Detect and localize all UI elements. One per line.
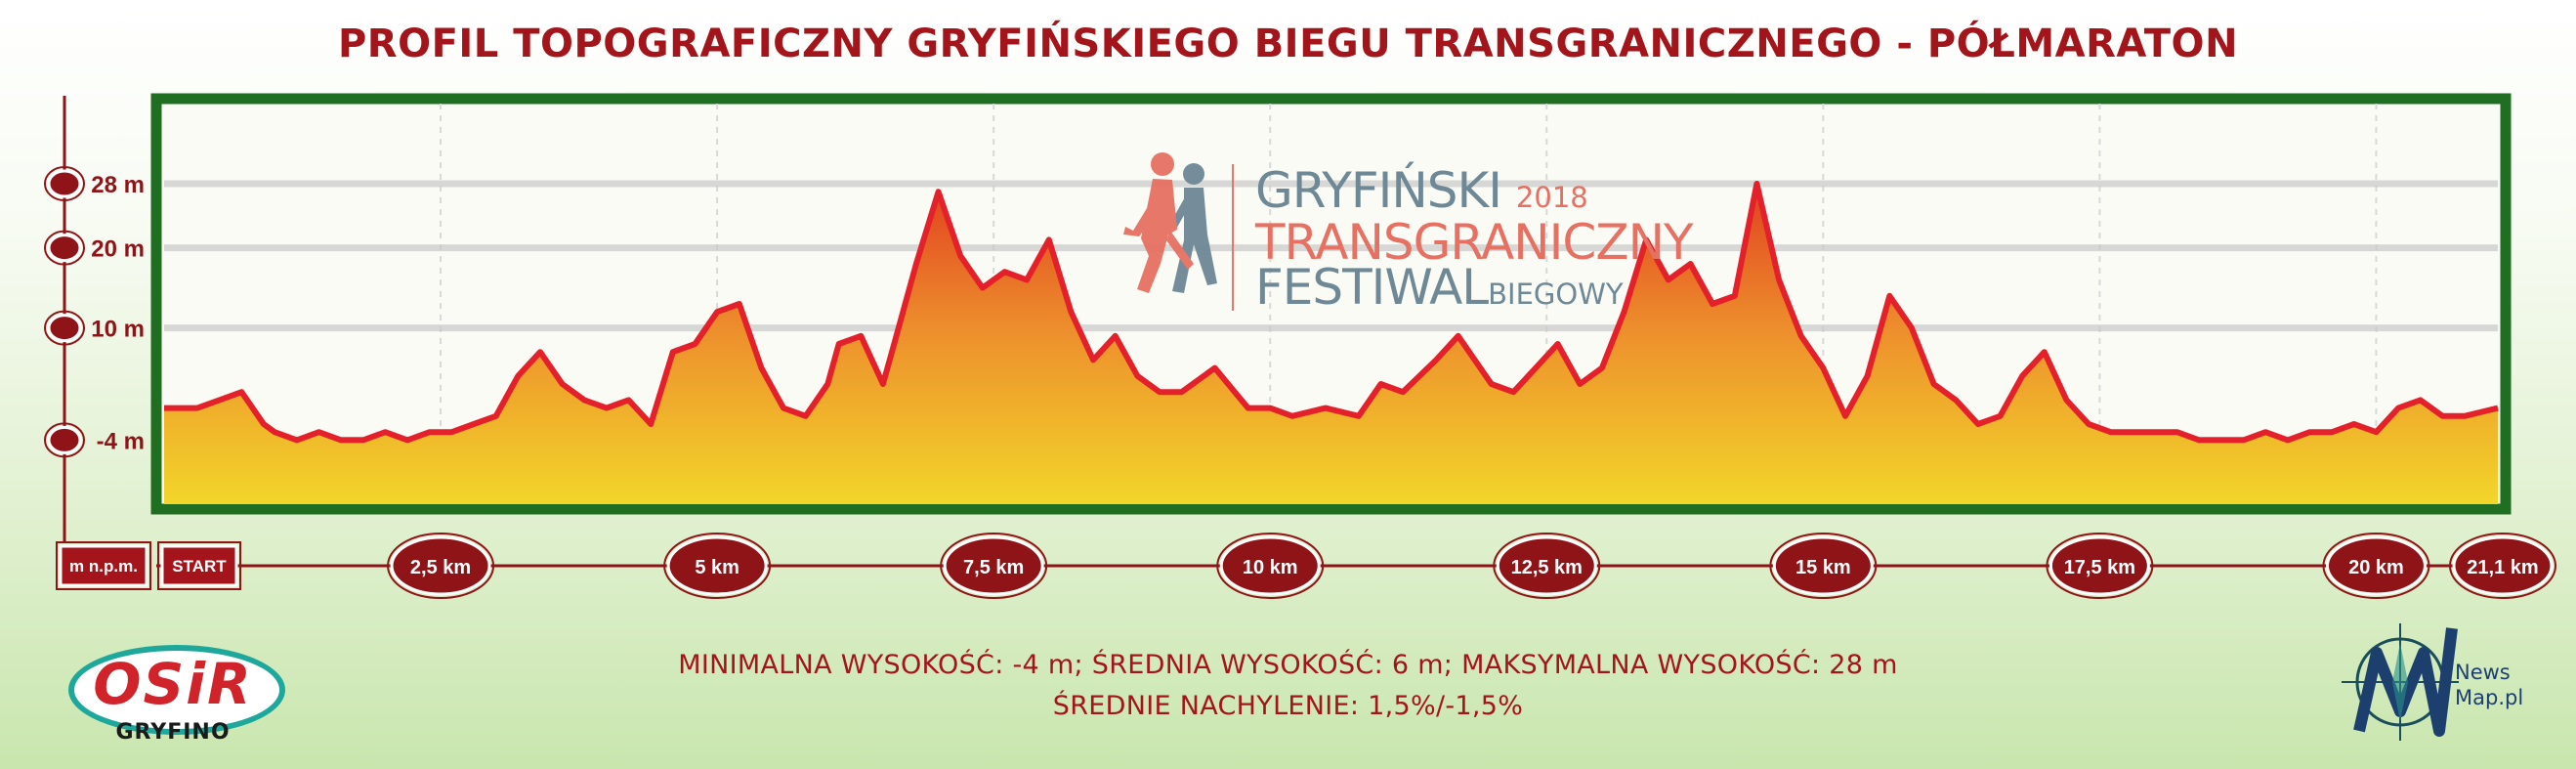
x-tick-marker — [2452, 535, 2554, 596]
runners-logo — [1123, 152, 1234, 311]
x-tick-label: 10 km — [1243, 557, 1298, 578]
elevation-area — [164, 184, 2498, 504]
x-axis-markers: START 2,5 km 5 km 7,5 km 10 km 12,5 km 15 km 17… — [157, 533, 2556, 599]
compass-icon — [2342, 623, 2459, 741]
x-tick-marker — [1219, 535, 1321, 596]
y-unit-label: m n.p.m. — [69, 557, 138, 576]
x-tick-marker-ring — [940, 533, 1048, 599]
osir-oval-shape — [68, 645, 285, 735]
newsmap-logo: News Map.pl — [2330, 614, 2525, 760]
x-tick-label: 21,1 km — [2467, 557, 2538, 578]
festival-name-line3: FESTIWAL — [1255, 259, 1489, 316]
y-tick-marker — [47, 314, 82, 343]
start-marker-frame — [157, 541, 241, 590]
y-tick-label: 10 m — [91, 317, 145, 343]
x-tick-marker-ring — [1216, 533, 1325, 599]
x-tick-marker-ring — [1493, 533, 1601, 599]
x-tick-marker-ring — [663, 533, 772, 599]
x-tick-marker-ring — [387, 533, 495, 599]
x-tick-marker — [1496, 535, 1597, 596]
festival-name-line3b: BIEGOWY — [1488, 278, 1624, 311]
y-tick-marker-ring — [44, 166, 85, 201]
y-tick-label: 20 m — [91, 236, 145, 263]
osir-logo-text: OSiR — [93, 651, 253, 717]
x-tick-label-start: START — [172, 557, 227, 576]
x-tick-marker — [666, 535, 768, 596]
x-tick-label: 12,5 km — [1511, 557, 1583, 578]
newsmap-label-line2: Map.pl — [2455, 686, 2524, 709]
y-axis-ticks: -4 m 10 m 20 m 28 m — [44, 166, 145, 458]
x-tick-label: 17,5 km — [2064, 557, 2135, 578]
festival-name-line1: GRYFIŃSKI — [1255, 162, 1502, 219]
x-tick-label: 5 km — [695, 557, 739, 578]
x-tick-label: 7,5 km — [963, 557, 1024, 578]
x-tick-label: 20 km — [2348, 557, 2404, 578]
slope-stats: ŚREDNIE NACHYLENIE: 1,5%/-1,5% — [1052, 691, 1524, 721]
x-tick-label: 2,5 km — [410, 557, 471, 578]
y-tick-marker-ring — [44, 230, 85, 266]
y-tick-marker-ring — [44, 310, 85, 346]
festival-logo-text: GRYFIŃSKI 2018 TRANSGRANICZNY FESTIWALBI… — [1255, 166, 1694, 317]
chart-title: PROFIL TOPOGRAFICZNY GRYFIŃSKIEGO BIEGU … — [337, 21, 2239, 66]
x-tick-label: 15 km — [1795, 557, 1851, 578]
x-tick-marker — [2325, 535, 2427, 596]
x-tick-marker-ring — [2449, 533, 2556, 599]
festival-year: 2018 — [1515, 181, 1588, 214]
x-tick-marker — [1772, 535, 1874, 596]
x-tick-marker — [390, 535, 491, 596]
festival-name-line2: TRANSGRANICZNY — [1255, 214, 1694, 271]
osir-logo-subtext: GRYFINO — [115, 720, 231, 745]
y-tick-label: -4 m — [97, 428, 145, 454]
start-marker — [160, 544, 238, 587]
x-tick-marker-ring — [2322, 533, 2430, 599]
x-tick-marker-ring — [1769, 533, 1878, 599]
elevation-line — [164, 181, 2499, 444]
y-tick-marker — [47, 425, 82, 454]
x-tick-marker — [943, 535, 1044, 596]
y-tick-marker — [47, 169, 82, 198]
osir-logo: OSiR GRYFINO — [61, 637, 285, 745]
newsmap-label-line1: News — [2455, 661, 2511, 684]
elevation-stats: MINIMALNA WYSOKOŚĆ: -4 m; ŚREDNIA WYSOKO… — [678, 650, 1898, 680]
x-tick-marker-ring — [2046, 533, 2154, 599]
y-tick-marker-ring — [44, 422, 85, 458]
y-tick-label: 28 m — [91, 172, 145, 198]
y-tick-marker — [47, 234, 82, 263]
x-tick-marker — [2048, 535, 2150, 596]
y-unit-box: m n.p.m. — [56, 541, 151, 590]
